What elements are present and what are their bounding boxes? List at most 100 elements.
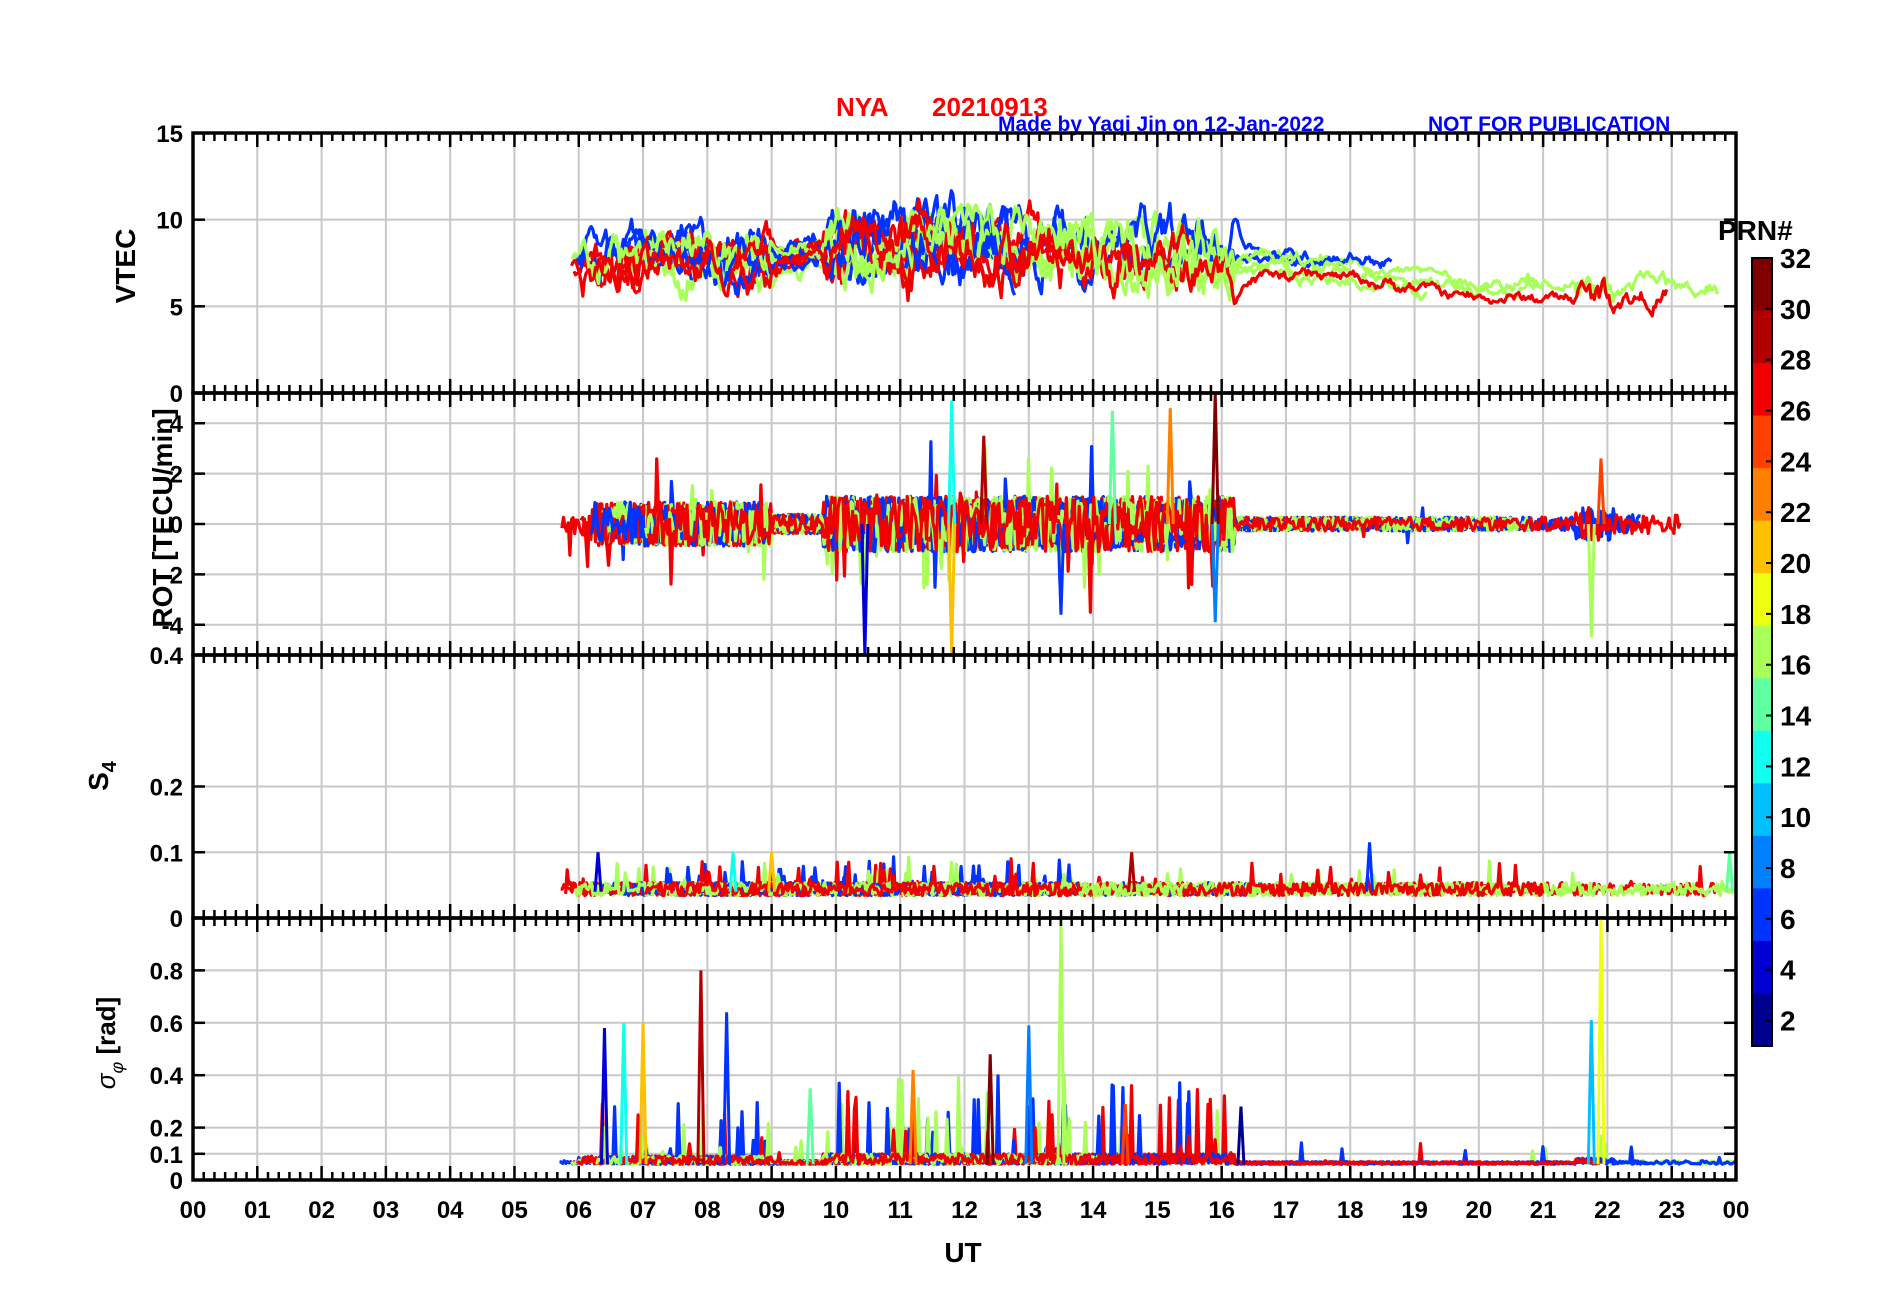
trace-spike <box>728 852 738 892</box>
x-tick-label: 08 <box>694 1197 721 1224</box>
trace-spike <box>985 1054 995 1165</box>
x-tick-label: 11 <box>888 1197 913 1224</box>
s4-ylabel-main: S <box>83 772 114 791</box>
prn-trace <box>646 491 1682 590</box>
trace-spike <box>1120 1103 1130 1165</box>
x-tick-label: 17 <box>1273 1197 1300 1224</box>
colorbar-frame <box>1751 257 1773 1047</box>
trace-spike <box>1236 1106 1246 1165</box>
trace-spike <box>908 1069 918 1165</box>
x-tick-label: 05 <box>501 1197 528 1224</box>
x-tick-label: 07 <box>630 1197 657 1224</box>
s4-ylabel-sub: 4 <box>99 760 121 772</box>
x-tick-label: 23 <box>1658 1197 1685 1224</box>
x-tick-label: 01 <box>244 1197 271 1224</box>
colorbar-tick-label: 4 <box>1780 955 1796 986</box>
colorbar-tick-label: 28 <box>1780 345 1811 376</box>
colorbar-tick-label: 20 <box>1780 548 1811 579</box>
trace-spike <box>1365 842 1375 892</box>
colorbar-cell <box>1752 835 1772 889</box>
x-tick-label: 19 <box>1401 1197 1428 1224</box>
sigma-ylabel-sub: φ <box>107 1062 127 1074</box>
y-tick-label: 4 <box>170 411 184 438</box>
title-station: NYA <box>836 92 889 122</box>
colorbar-cell <box>1752 730 1772 784</box>
y-tick-label: -2 <box>162 562 183 589</box>
colorbar-cell <box>1752 993 1772 1047</box>
trace-spike <box>1107 410 1117 525</box>
prn-trace <box>613 216 1669 318</box>
trace-spike <box>805 1088 815 1165</box>
x-axis-label: UT <box>944 1237 981 1268</box>
colorbar-title: PRN# <box>1718 215 1793 246</box>
trace-spike <box>599 1028 609 1165</box>
x-tick-label: 00 <box>1723 1197 1750 1224</box>
notice-text: NOT FOR PUBLICATION <box>1428 113 1670 136</box>
y-tick-label: 0.4 <box>150 1063 184 1090</box>
x-tick-label: 00 <box>180 1197 207 1224</box>
y-tick-label: 15 <box>156 121 183 148</box>
sigma-ylabel-symbol: σ <box>91 1072 121 1089</box>
y-tick-label: 0 <box>170 381 183 408</box>
trace-spike <box>947 400 957 525</box>
trace-spike <box>722 1012 732 1165</box>
trace-spike <box>619 1022 629 1165</box>
colorbar-cell <box>1752 520 1772 574</box>
colorbar-tick-label: 10 <box>1780 802 1811 833</box>
colorbar-tick-label: 18 <box>1780 599 1811 630</box>
y-tick-label: 10 <box>156 208 183 235</box>
trace-spike <box>1056 523 1066 615</box>
colorbar-tick-label: 14 <box>1780 701 1812 732</box>
trace-spike <box>767 852 777 892</box>
colorbar-cell <box>1752 888 1772 942</box>
y-tick-label: 5 <box>170 294 183 321</box>
y-tick-label: 0 <box>170 1168 183 1195</box>
x-tick-label: 20 <box>1465 1197 1492 1224</box>
y-tick-label: -4 <box>162 613 184 640</box>
colorbar-cell <box>1752 940 1772 994</box>
title-date: 20210913 <box>932 92 1048 122</box>
trace-spike <box>696 970 706 1165</box>
x-tick-label: 15 <box>1144 1197 1171 1224</box>
colorbar-tick-label: 6 <box>1780 904 1796 935</box>
colorbar-tick-label: 22 <box>1780 497 1811 528</box>
y-tick-label: 0.8 <box>150 958 183 985</box>
trace-spike <box>1024 1025 1034 1165</box>
colorbar-cell <box>1752 783 1772 837</box>
colorbar-cell <box>1752 310 1772 364</box>
y-tick-label: 2 <box>170 462 183 489</box>
x-tick-label: 14 <box>1080 1197 1107 1224</box>
x-tick-label: 18 <box>1337 1197 1364 1224</box>
colorbar-cell <box>1752 468 1772 522</box>
colorbar-cell <box>1752 258 1772 312</box>
x-tick-label: 04 <box>437 1197 464 1224</box>
colorbar-tick-label: 26 <box>1780 396 1811 427</box>
sigma-phi-panel: 00.10.2 0.4 0.6 0.8 <box>150 916 1738 1195</box>
sigma-ylabel: σφ [rad] <box>91 997 127 1089</box>
colorbar-cell <box>1752 678 1772 732</box>
colorbar-tick-label: 16 <box>1780 650 1811 681</box>
trace-spike <box>638 1022 648 1165</box>
colorbar-tick-label: 32 <box>1780 243 1811 274</box>
prn-trace <box>619 1089 1602 1166</box>
y-tick-label: 0.1 <box>150 840 183 867</box>
colorbar-cell <box>1752 625 1772 679</box>
colorbar-cell <box>1752 415 1772 469</box>
rot-panel: -4 -2 0 2 4 <box>162 391 1738 657</box>
x-tick-label: 03 <box>373 1197 400 1224</box>
trace-spike <box>593 852 603 892</box>
x-tick-label: 10 <box>823 1197 850 1224</box>
colorbar-tick-label: 24 <box>1780 446 1812 477</box>
trace-spike <box>1596 458 1606 525</box>
colorbar-tick-label: 8 <box>1780 853 1796 884</box>
x-tick-labels: 00 01 02 03 04 05 06 07 08 09 10 11 12 13 14 15 16 17 18 19… <box>180 1197 1750 1224</box>
prn-trace <box>643 857 1082 898</box>
trace-spike <box>1210 523 1220 623</box>
credit-text: Made by Yaqi Jin on 12-Jan-2022 <box>998 113 1324 136</box>
y-tick-label: 0.6 <box>150 1011 183 1038</box>
x-tick-label: 21 <box>1530 1197 1557 1224</box>
x-tick-label: 12 <box>951 1197 978 1224</box>
x-tick-label: 02 <box>308 1197 335 1224</box>
prn-trace <box>570 213 1064 298</box>
